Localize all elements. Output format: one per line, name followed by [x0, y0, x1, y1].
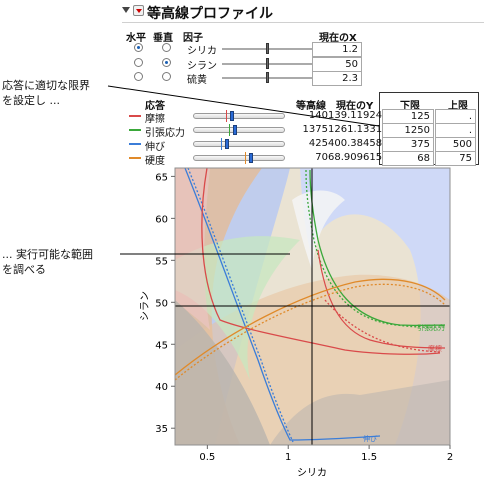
- region-note-line-1: ... 実行可能な範囲: [2, 248, 93, 261]
- factor-header-vertical: 垂直: [153, 33, 173, 44]
- factor-name-1: シラン: [187, 61, 217, 72]
- limits-note-line-2: を設定し ...: [2, 94, 60, 107]
- collapse-triangle-icon[interactable]: [122, 7, 130, 13]
- response-contour-value-2[interactable]: 425: [308, 138, 328, 149]
- response-contour-value-1[interactable]: 1375: [302, 124, 328, 135]
- axis-ticks: 0.5 1 1.5 2 35 40 45 50 55 60 65: [155, 172, 453, 463]
- limits-note-line-1: 応答に適切な限界: [2, 79, 90, 92]
- response-header-upper: 上限: [448, 101, 468, 112]
- red-menu-icon[interactable]: [133, 5, 144, 16]
- response-current-y-1: 1261.1331: [328, 124, 383, 135]
- y-tick-label-5: 60: [155, 214, 168, 225]
- curve-tensile-limit: [305, 169, 446, 328]
- curve-friction-upper: [317, 249, 446, 349]
- response-slider-track-1[interactable]: [193, 127, 285, 133]
- y-tick-label-4: 55: [155, 256, 168, 267]
- radio-horizontal-0[interactable]: [134, 43, 143, 52]
- y-tick-label-3: 50: [155, 298, 168, 309]
- response-name-1: 引張応力: [145, 128, 185, 139]
- response-name-0: 摩擦: [145, 114, 165, 125]
- factor-value-input-0[interactable]: 1.2: [312, 42, 362, 57]
- header-divider: [122, 22, 484, 23]
- response-slider-track-0[interactable]: [193, 113, 285, 119]
- region-gray-left: [175, 300, 270, 445]
- y-tick-label-2: 45: [155, 340, 168, 351]
- curve-label-elongation: 伸び: [363, 434, 377, 443]
- response-current-y-3: 68.909615: [328, 152, 383, 163]
- curve-elongation: [184, 168, 381, 441]
- curve-elongation-limit: [187, 168, 294, 443]
- response-current-marker-3: [245, 152, 246, 164]
- y-tick-label-6: 65: [155, 172, 168, 183]
- region-note: ... 実行可能な範囲 を調べる: [2, 247, 93, 277]
- limits-leader-line: [107, 85, 380, 127]
- response-name-3: 硬度: [145, 156, 165, 167]
- panel-title: 等高線プロファイル: [147, 6, 273, 22]
- response-color-swatch-1: [129, 129, 141, 131]
- curve-label-tensile: 引張応力: [417, 323, 445, 332]
- response-upper-limit-input-3[interactable]: 75: [435, 151, 476, 166]
- factor-slider-thumb-2[interactable]: [266, 72, 269, 83]
- factor-slider-thumb-1[interactable]: [266, 58, 269, 69]
- region-green: [175, 236, 300, 380]
- response-slider-thumb-0[interactable]: [230, 111, 234, 121]
- factor-name-2: 硫黄: [187, 75, 207, 86]
- response-color-swatch-3: [129, 157, 141, 159]
- response-current-y-2: 400.38458: [328, 138, 383, 149]
- radio-horizontal-1[interactable]: [134, 58, 143, 67]
- y-tick-label-1: 40: [155, 382, 168, 393]
- response-header-lower: 下限: [400, 101, 420, 112]
- factor-header-horizontal: 水平: [126, 33, 146, 44]
- region-blue-right: [300, 168, 450, 445]
- radio-vertical-0[interactable]: [162, 43, 171, 52]
- response-header-current-y: 現在のY: [336, 101, 374, 112]
- response-current-y-0: 139.11924: [328, 110, 383, 121]
- response-slider-track-3[interactable]: [193, 155, 285, 161]
- response-lower-limit-input-3[interactable]: 68: [382, 151, 434, 166]
- radio-vertical-1[interactable]: [162, 58, 171, 67]
- response-current-marker-1: [229, 124, 230, 136]
- x-tick-label-3: 2: [447, 452, 453, 463]
- curve-hardness: [175, 278, 446, 376]
- y-tick-label-0: 35: [155, 424, 168, 435]
- radio-horizontal-2[interactable]: [134, 72, 143, 81]
- response-contour-value-0[interactable]: 140: [308, 110, 328, 121]
- factor-header-current-x: 現在のX: [319, 33, 357, 44]
- region-gray-bottom: [270, 380, 450, 445]
- response-header-contour: 等高線: [296, 101, 326, 112]
- response-current-marker-0: [226, 110, 227, 122]
- response-color-swatch-2: [129, 143, 141, 145]
- response-slider-track-2[interactable]: [193, 141, 285, 147]
- response-header-response: 応答: [145, 101, 165, 112]
- x-tick-label-0: 0.5: [199, 452, 215, 463]
- region-feasible: [292, 190, 345, 270]
- response-color-swatch-0: [129, 115, 141, 117]
- contour-curves: [175, 168, 446, 443]
- response-slider-thumb-2[interactable]: [225, 139, 229, 149]
- plot-frame: [174, 167, 451, 446]
- response-current-marker-2: [221, 138, 222, 150]
- response-slider-thumb-3[interactable]: [249, 153, 253, 163]
- limits-note: 応答に適切な限界 を設定し ...: [2, 78, 90, 108]
- response-name-2: 伸び: [145, 142, 165, 153]
- factor-slider-thumb-0[interactable]: [266, 43, 269, 54]
- curve-friction: [201, 168, 441, 355]
- response-upper-limit-input-0[interactable]: .: [435, 109, 476, 124]
- x-axis-label: シリカ: [297, 467, 327, 479]
- region-note-line-2: を調べる: [2, 263, 46, 276]
- factor-value-input-2[interactable]: 2.3: [312, 71, 362, 86]
- radio-vertical-2[interactable]: [162, 72, 171, 81]
- y-axis-label: シラン: [139, 291, 151, 321]
- response-slider-thumb-1[interactable]: [233, 125, 237, 135]
- response-contour-value-3[interactable]: 70: [315, 152, 328, 163]
- factor-header-factor: 因子: [183, 33, 203, 44]
- x-tick-label-2: 1.5: [361, 452, 377, 463]
- x-tick-label-1: 1: [285, 452, 291, 463]
- curve-label-friction: 摩擦: [428, 344, 442, 353]
- factor-name-0: シリカ: [187, 46, 217, 57]
